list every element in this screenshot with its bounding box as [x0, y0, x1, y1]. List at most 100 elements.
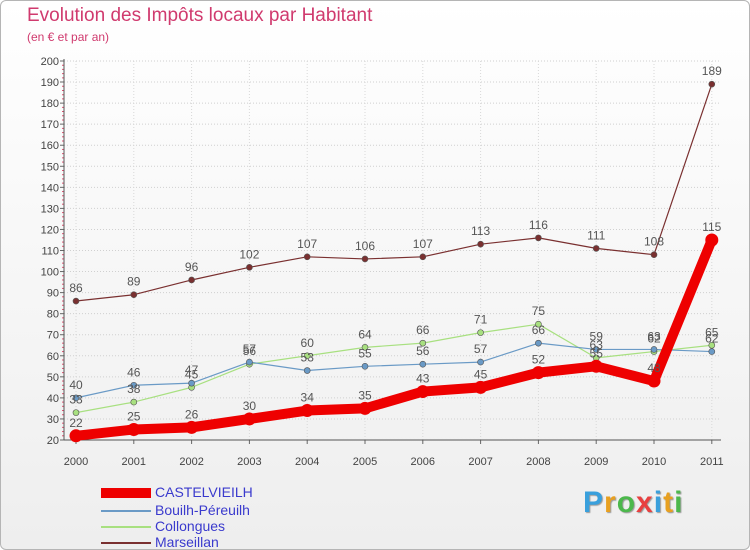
data-label: 115: [702, 220, 721, 234]
data-label: 35: [358, 388, 372, 402]
data-label: 45: [474, 367, 488, 381]
chart-title: Evolution des Impôts locaux par Habitant: [27, 5, 373, 26]
y-tick-label: 190: [41, 77, 59, 89]
data-point: [535, 320, 542, 328]
data-label: 62: [647, 332, 661, 346]
data-point: [650, 251, 658, 259]
x-tick-label: 2009: [584, 456, 608, 468]
data-label: 30: [243, 399, 257, 413]
data-point: [69, 429, 83, 443]
data-label: 89: [127, 275, 141, 289]
data-point: [419, 339, 427, 347]
data-point: [130, 398, 138, 406]
series-line-2: [75, 323, 713, 414]
y-tick-label: 170: [41, 119, 59, 131]
data-label: 57: [243, 342, 257, 356]
data-label: 38: [127, 382, 141, 396]
data-label: 86: [69, 281, 83, 295]
logo-letter: i: [674, 486, 684, 519]
data-point: [246, 264, 253, 271]
data-point: [361, 344, 369, 351]
x-tick-label: 2008: [526, 456, 550, 468]
data-point: [72, 297, 80, 305]
y-tick-label: 160: [41, 140, 59, 152]
legend-swatch: [101, 542, 151, 544]
data-label: 46: [127, 365, 141, 379]
data-label: 111: [587, 228, 606, 242]
series-line-1: [75, 342, 713, 399]
y-tick-label: 200: [41, 56, 59, 68]
data-point: [303, 253, 311, 261]
logo-letter: i: [653, 486, 664, 519]
data-point: [589, 359, 603, 373]
legend-label: Bouilh-Péreuilh: [155, 502, 250, 518]
y-tick-label: 90: [47, 288, 59, 300]
y-tick-label: 80: [47, 309, 59, 321]
chart-subtitle: (en € et par an): [27, 30, 110, 44]
y-tick-label: 100: [41, 267, 59, 279]
data-label: 189: [702, 64, 722, 78]
data-label: 63: [647, 329, 661, 343]
data-label: 43: [416, 372, 430, 386]
x-tick-label: 2010: [642, 456, 666, 468]
data-label: 71: [474, 313, 488, 327]
data-point: [72, 409, 80, 416]
y-tick-label: 180: [41, 98, 59, 110]
logo-letter: o: [616, 486, 637, 519]
logo-letter: x: [636, 486, 654, 519]
data-point: [477, 358, 484, 366]
data-label: 33: [69, 393, 83, 407]
data-label: 107: [297, 237, 317, 251]
x-tick-label: 2003: [237, 456, 261, 468]
y-tick-label: 20: [47, 435, 59, 447]
y-tick-label: 110: [41, 246, 59, 258]
data-point: [474, 380, 488, 394]
x-tick-label: 2005: [353, 456, 377, 468]
data-point: [535, 234, 542, 242]
data-label: 59: [590, 329, 604, 343]
series-line-3: [75, 83, 713, 302]
data-point: [358, 401, 372, 415]
data-point: [185, 420, 199, 434]
proxiti-logo: Proxiti: [583, 486, 683, 520]
data-point: [592, 245, 600, 252]
data-point: [419, 253, 427, 261]
y-tick-label: 140: [41, 182, 59, 194]
y-tick-label: 30: [47, 414, 59, 426]
data-label: 55: [590, 346, 604, 360]
x-tick-label: 2004: [295, 456, 319, 468]
y-tick-label: 120: [41, 224, 59, 236]
data-label: 107: [413, 237, 433, 251]
data-point: [708, 348, 716, 355]
data-point: [303, 367, 311, 374]
y-tick-label: 130: [41, 203, 59, 215]
data-label: 102: [239, 247, 259, 261]
data-label: 113: [471, 224, 490, 238]
data-point: [592, 346, 600, 353]
data-label: 62: [705, 332, 719, 346]
data-label: 66: [416, 323, 430, 337]
data-point: [708, 80, 716, 88]
data-label: 56: [416, 344, 430, 358]
data-point: [361, 255, 369, 263]
logo-letter: r: [604, 486, 617, 519]
data-point: [708, 341, 716, 349]
legend-swatch: [101, 526, 151, 528]
y-tick-label: 40: [47, 393, 59, 405]
data-label: 60: [301, 336, 315, 350]
x-tick-label: 2002: [179, 456, 203, 468]
data-point: [130, 381, 138, 389]
data-label: 66: [532, 323, 546, 337]
data-label: 116: [529, 218, 548, 232]
legend-label: Collongues: [155, 518, 226, 534]
legend-swatch: [101, 510, 151, 512]
data-label: 106: [355, 239, 375, 253]
data-point: [246, 358, 253, 366]
series-line-0: [71, 234, 717, 441]
data-point: [127, 422, 141, 436]
data-label: 65: [705, 325, 719, 339]
data-label: 75: [532, 304, 546, 318]
y-tick-label: 60: [47, 351, 59, 363]
data-label: 34: [301, 391, 315, 405]
